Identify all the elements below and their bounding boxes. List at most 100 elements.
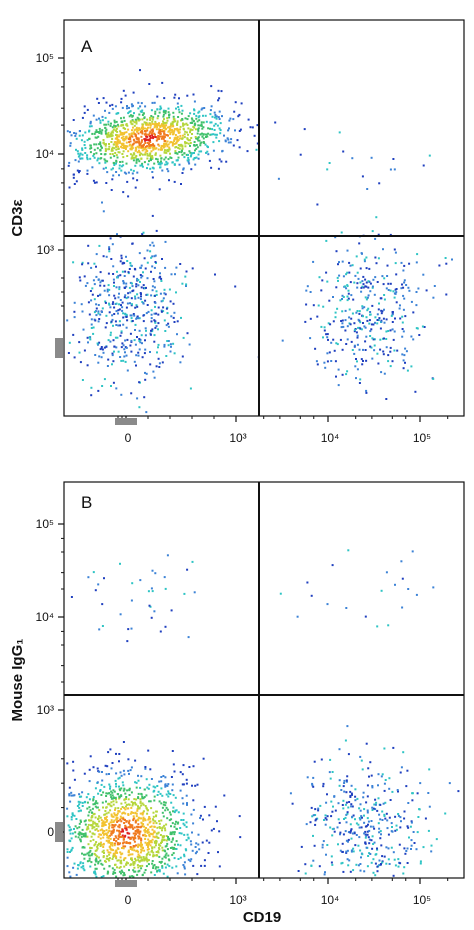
event-dot bbox=[94, 867, 97, 870]
panel-b-y-axis-label: Mouse IgG₁ bbox=[9, 639, 26, 722]
event-dot bbox=[388, 816, 391, 819]
event-dot bbox=[124, 148, 127, 150]
event-dot bbox=[394, 583, 396, 586]
event-dot bbox=[78, 831, 81, 834]
event-dot bbox=[143, 833, 146, 836]
event-dot bbox=[189, 131, 191, 134]
event-dot bbox=[362, 275, 365, 278]
event-dot bbox=[70, 134, 73, 137]
event-dot bbox=[142, 797, 145, 800]
event-dot bbox=[149, 126, 152, 129]
event-dot bbox=[190, 168, 193, 171]
event-dot bbox=[352, 869, 355, 872]
event-dot bbox=[221, 115, 223, 118]
event-dot bbox=[105, 314, 108, 317]
event-dot bbox=[175, 840, 178, 843]
event-dot bbox=[121, 132, 124, 134]
event-dot bbox=[174, 796, 177, 799]
event-dot bbox=[345, 273, 348, 276]
event-dot bbox=[80, 809, 82, 812]
event-dot bbox=[164, 293, 167, 296]
event-dot bbox=[92, 826, 95, 829]
event-dot bbox=[174, 93, 177, 96]
event-dot bbox=[165, 852, 168, 855]
event-dot bbox=[95, 129, 98, 132]
event-dot bbox=[144, 371, 146, 374]
event-dot bbox=[79, 838, 82, 841]
event-dot bbox=[335, 342, 338, 345]
event-dot bbox=[158, 122, 160, 125]
event-dot bbox=[182, 783, 185, 786]
event-dot bbox=[394, 829, 397, 832]
event-dot bbox=[154, 836, 157, 839]
event-dot bbox=[351, 157, 354, 160]
event-dot bbox=[160, 310, 163, 313]
event-dot bbox=[326, 168, 329, 171]
event-dot bbox=[390, 314, 393, 317]
event-dot bbox=[92, 154, 95, 157]
event-dot bbox=[167, 795, 170, 798]
event-dot bbox=[347, 864, 350, 867]
event-dot bbox=[333, 830, 336, 833]
event-dot bbox=[89, 120, 92, 123]
event-dot bbox=[166, 117, 169, 120]
event-dot bbox=[151, 285, 154, 288]
event-dot bbox=[138, 160, 141, 163]
event-dot bbox=[175, 291, 177, 294]
event-dot bbox=[393, 248, 396, 251]
event-dot bbox=[94, 849, 97, 852]
event-dot bbox=[146, 831, 149, 834]
event-dot bbox=[141, 275, 144, 278]
event-dot bbox=[213, 124, 216, 127]
event-dot bbox=[403, 281, 406, 284]
event-dot bbox=[130, 627, 133, 630]
event-dot bbox=[304, 872, 307, 875]
event-dot bbox=[178, 832, 181, 835]
event-dot bbox=[126, 155, 129, 157]
event-dot bbox=[324, 366, 327, 369]
event-dot bbox=[395, 301, 398, 304]
event-dot bbox=[104, 813, 106, 816]
event-dot bbox=[118, 286, 121, 289]
event-dot bbox=[169, 133, 172, 136]
event-dot bbox=[151, 590, 154, 593]
event-dot bbox=[127, 112, 130, 115]
event-dot bbox=[106, 365, 109, 367]
event-dot bbox=[156, 351, 158, 354]
event-dot bbox=[82, 862, 85, 865]
event-dot bbox=[172, 316, 175, 319]
event-dot bbox=[112, 797, 115, 799]
event-dot bbox=[115, 836, 118, 839]
event-dot bbox=[354, 795, 357, 798]
event-dot bbox=[118, 870, 121, 873]
event-dot bbox=[407, 286, 410, 289]
event-dot bbox=[337, 384, 340, 387]
event-dot bbox=[158, 362, 161, 365]
event-dot bbox=[141, 824, 144, 827]
event-dot bbox=[130, 847, 133, 850]
event-dot bbox=[140, 838, 143, 841]
event-dot bbox=[101, 348, 104, 351]
event-dot bbox=[186, 159, 189, 162]
event-dot bbox=[198, 110, 201, 113]
event-dot bbox=[163, 345, 166, 348]
event-dot bbox=[125, 172, 128, 175]
event-dot bbox=[368, 838, 371, 841]
event-dot bbox=[109, 847, 112, 850]
event-dot bbox=[119, 613, 122, 616]
event-dot bbox=[159, 161, 162, 164]
event-dot bbox=[121, 306, 124, 309]
event-dot bbox=[151, 846, 154, 849]
event-dot bbox=[88, 313, 91, 316]
event-dot bbox=[186, 138, 189, 140]
event-dot bbox=[157, 134, 160, 137]
event-dot bbox=[111, 243, 114, 246]
event-dot bbox=[83, 111, 86, 114]
event-dot bbox=[102, 806, 104, 809]
event-dot bbox=[400, 766, 403, 769]
event-dot bbox=[317, 809, 320, 812]
event-dot bbox=[376, 319, 379, 321]
event-dot bbox=[101, 603, 104, 606]
event-dot bbox=[256, 142, 259, 145]
event-dot bbox=[70, 794, 73, 797]
